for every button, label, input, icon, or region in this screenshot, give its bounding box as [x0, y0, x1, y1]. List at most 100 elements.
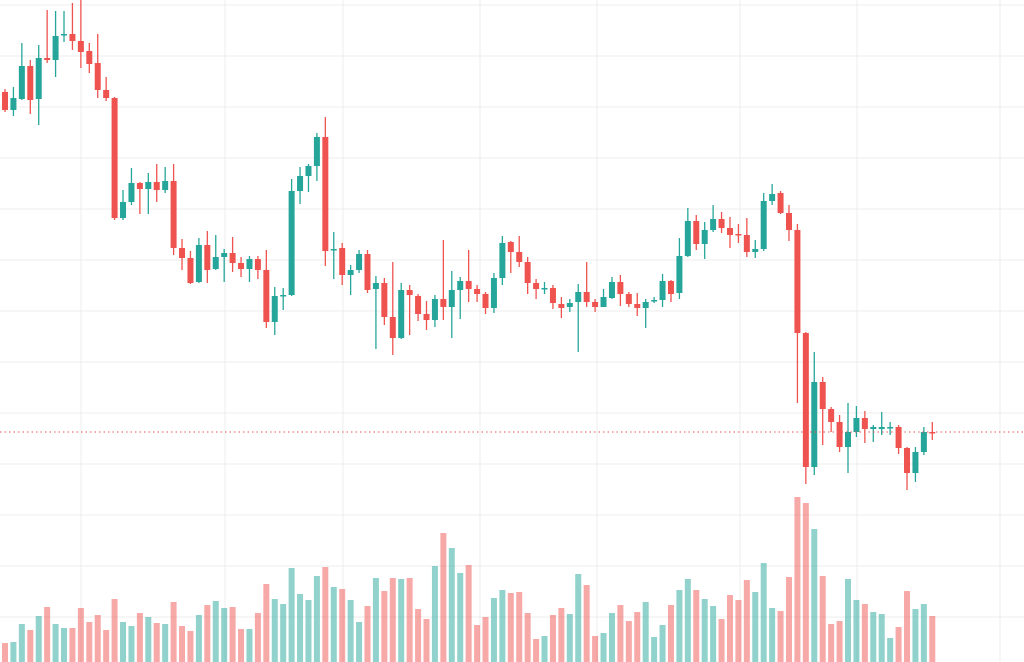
candle-body	[499, 243, 506, 278]
volume-bar	[423, 619, 430, 662]
candle-body	[777, 193, 784, 213]
candle-body	[2, 92, 8, 110]
candle	[153, 164, 160, 202]
candle-body	[904, 448, 911, 473]
candle-body	[524, 262, 531, 283]
volume-bar	[238, 629, 245, 662]
candle	[356, 250, 363, 273]
volume-bar	[912, 609, 919, 662]
volume-bar	[861, 604, 868, 662]
candle-body	[229, 253, 236, 263]
candle-body	[785, 213, 792, 230]
volume-bar	[136, 613, 143, 662]
candle	[760, 193, 767, 251]
candle-body	[254, 259, 261, 270]
candle	[288, 179, 295, 296]
candle	[389, 262, 396, 355]
volume-bar	[667, 605, 674, 662]
candle-body	[710, 219, 717, 230]
volume-bar	[743, 580, 750, 662]
volume-bar	[693, 590, 700, 662]
candle	[10, 87, 17, 116]
volume-bar	[372, 578, 379, 662]
candle	[752, 240, 759, 258]
candle-body	[398, 290, 405, 338]
candle-body	[887, 427, 894, 429]
candle-body	[297, 176, 304, 191]
candle	[878, 412, 885, 435]
candle	[297, 167, 304, 204]
candle	[162, 167, 169, 193]
candle-body	[819, 382, 826, 409]
candle	[229, 237, 236, 272]
candle-body	[61, 34, 68, 36]
volume-bar	[870, 612, 877, 662]
volume-bar	[254, 613, 261, 662]
volume-bar	[406, 578, 413, 662]
candle	[684, 208, 691, 257]
candle	[651, 297, 658, 303]
candle-body	[120, 202, 127, 218]
candle-body	[693, 221, 700, 244]
candle	[440, 240, 447, 320]
volume-bar	[179, 626, 186, 662]
candle-body	[802, 333, 809, 467]
candle-body	[617, 282, 624, 294]
candle-body	[566, 303, 573, 307]
volume-bar	[339, 589, 346, 662]
candle-body	[128, 183, 135, 202]
volume-bar	[920, 604, 927, 662]
volume-bar	[389, 578, 396, 662]
candle-body	[608, 282, 615, 298]
candle-body	[330, 249, 337, 251]
candle	[120, 190, 127, 220]
candle	[448, 271, 455, 338]
candle-body	[170, 181, 177, 248]
volume-bar	[153, 623, 160, 662]
candle-body	[448, 290, 455, 307]
candle	[305, 164, 312, 192]
candle-body	[878, 427, 885, 429]
volume-bar	[718, 619, 725, 662]
volume-bar	[592, 636, 599, 662]
candle-body	[743, 235, 750, 252]
candle	[77, 0, 84, 68]
candle	[777, 191, 784, 214]
volume-bar	[204, 605, 211, 662]
volume-bar	[330, 587, 337, 662]
candle-body	[339, 248, 346, 275]
volume-bar	[128, 626, 135, 662]
volume-bar	[802, 503, 809, 662]
volume-bar	[819, 576, 826, 662]
volume-bar	[246, 629, 253, 662]
volume-bar	[35, 616, 42, 662]
candle	[566, 299, 573, 312]
candle-body	[271, 296, 278, 322]
volume-bar	[845, 579, 851, 662]
volume-bar	[170, 602, 177, 662]
candle	[583, 262, 590, 307]
candle-body	[592, 302, 599, 307]
candle-body	[457, 281, 464, 290]
candle-body	[516, 252, 523, 262]
candle-body	[372, 283, 379, 289]
candle-body	[179, 248, 186, 258]
candle-body	[10, 98, 17, 110]
candle-body	[246, 259, 253, 269]
candle	[52, 11, 59, 77]
volume-bar	[77, 608, 84, 662]
candle-body	[305, 166, 312, 176]
volume-bar	[735, 600, 742, 662]
candle-body	[263, 270, 270, 322]
candle	[263, 250, 270, 328]
candle	[170, 164, 177, 255]
volume-bar	[836, 621, 843, 662]
candle	[103, 77, 110, 101]
volume-bar	[297, 594, 304, 662]
volume-bar	[828, 624, 835, 662]
candle	[769, 184, 776, 205]
candle	[381, 278, 388, 325]
candle-body	[811, 382, 818, 467]
candle-body	[423, 314, 430, 320]
